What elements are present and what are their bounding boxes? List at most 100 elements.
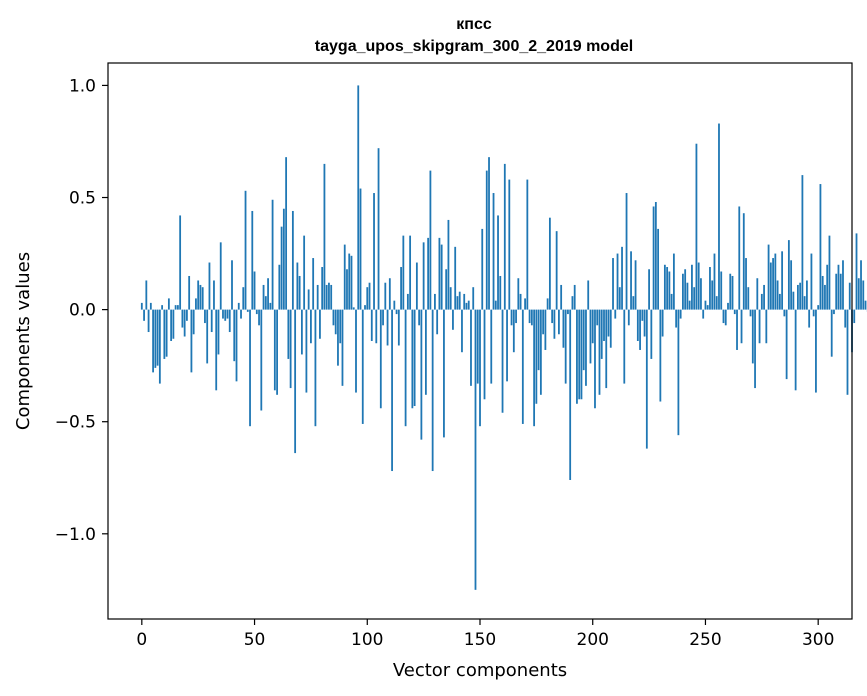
bar-301 <box>819 184 822 310</box>
bar-109 <box>386 309 389 346</box>
bar-133 <box>440 244 443 310</box>
bar-84 <box>330 284 333 310</box>
bar-273 <box>756 278 759 310</box>
bar-9 <box>161 305 164 310</box>
bar-46 <box>244 190 247 310</box>
bar-55 <box>264 296 267 310</box>
bar-14 <box>172 309 175 339</box>
bar-187 <box>562 309 565 348</box>
bar-181 <box>548 217 551 310</box>
bar-199 <box>589 309 592 364</box>
bar-209 <box>612 258 614 310</box>
bar-307 <box>833 309 835 315</box>
x-tick-label-1: 50 <box>244 630 266 650</box>
bar-132 <box>438 237 441 310</box>
bar-175 <box>535 309 538 404</box>
bar-148 <box>474 309 477 590</box>
bar-69 <box>296 262 299 310</box>
bar-2 <box>145 280 148 310</box>
bar-311 <box>842 260 844 310</box>
bar-243 <box>688 300 691 310</box>
bar-189 <box>567 309 569 315</box>
bar-124 <box>420 309 423 440</box>
bar-280 <box>772 258 774 310</box>
bar-260 <box>727 302 729 310</box>
bar-56 <box>267 278 269 310</box>
bar-220 <box>636 309 639 341</box>
bar-305 <box>828 235 831 310</box>
bar-312 <box>844 309 847 328</box>
bar-272 <box>754 309 756 389</box>
bar-235 <box>670 293 673 310</box>
bar-184 <box>555 231 558 310</box>
x-tick-label-0: 0 <box>136 630 147 650</box>
bar-4 <box>149 302 152 310</box>
bar-186 <box>560 284 563 310</box>
bar-47 <box>246 309 249 312</box>
bar-234 <box>668 271 671 310</box>
x-axis-label: Vector components <box>393 660 567 681</box>
bar-101 <box>368 282 371 310</box>
x-tick-label-4: 200 <box>577 630 609 650</box>
bar-78 <box>316 284 319 310</box>
bar-147 <box>472 287 475 310</box>
bar-284 <box>781 251 784 310</box>
bar-266 <box>740 309 743 344</box>
bar-228 <box>654 202 657 310</box>
bar-86 <box>334 309 337 335</box>
bar-154 <box>488 157 490 310</box>
bar-120 <box>411 309 414 409</box>
bar-98 <box>361 309 364 424</box>
y-tick-label-0: 1.0 <box>69 76 96 96</box>
bar-102 <box>370 309 373 341</box>
bar-24 <box>195 298 197 310</box>
bar-67 <box>291 210 294 310</box>
bar-18 <box>181 309 184 328</box>
bar-129 <box>431 309 434 472</box>
bar-231 <box>661 309 664 337</box>
bar-201 <box>594 309 596 409</box>
bar-76 <box>312 258 315 310</box>
bar-138 <box>452 309 454 330</box>
bar-62 <box>280 226 283 310</box>
bar-282 <box>776 280 779 310</box>
bar-264 <box>736 309 738 350</box>
bar-82 <box>325 284 328 310</box>
bar-35 <box>219 242 222 310</box>
bar-93 <box>350 255 353 310</box>
bar-281 <box>774 253 777 310</box>
bar-191 <box>571 296 574 310</box>
bar-79 <box>319 309 321 339</box>
bar-257 <box>720 271 723 310</box>
bar-141 <box>458 291 461 310</box>
bar-112 <box>393 300 396 310</box>
x-axis-ticks: 0 50 100 150 200 250 300 <box>136 619 834 650</box>
bar-52 <box>258 309 260 326</box>
x-tick-label-5: 250 <box>689 630 721 650</box>
bar-34 <box>217 309 220 355</box>
bar-37 <box>224 309 227 321</box>
bar-202 <box>596 309 599 326</box>
bar-174 <box>533 309 536 427</box>
chart-subtitle: tayga_upos_skipgram_300_2_2019 model <box>315 38 633 55</box>
bar-224 <box>645 309 648 449</box>
bar-179 <box>544 309 547 350</box>
bar-279 <box>769 262 772 310</box>
bar-96 <box>357 85 360 310</box>
bar-48 <box>249 309 251 427</box>
bar-104 <box>375 309 378 344</box>
bar-88 <box>339 309 342 344</box>
bar-66 <box>289 309 292 389</box>
bar-105 <box>377 148 380 310</box>
bar-218 <box>632 296 635 310</box>
bar-308 <box>835 273 838 310</box>
bar-251 <box>706 305 709 310</box>
bar-164 <box>510 309 513 326</box>
y-tick-label-2: 0.0 <box>69 301 96 321</box>
bar-65 <box>287 309 290 359</box>
bar-155 <box>490 309 493 384</box>
bar-177 <box>539 309 542 395</box>
bar-259 <box>724 309 727 326</box>
bar-182 <box>551 309 554 324</box>
